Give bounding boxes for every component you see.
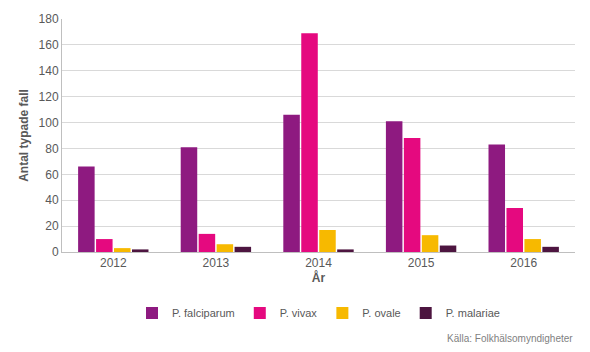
svg-text:160: 160 [39,38,59,52]
svg-text:P. malariae: P. malariae [446,307,500,319]
svg-text:P. vivax: P. vivax [280,307,318,319]
svg-text:2013: 2013 [203,256,230,270]
svg-text:2015: 2015 [408,256,435,270]
svg-text:0: 0 [52,245,59,259]
svg-text:180: 180 [39,12,59,26]
svg-text:60: 60 [45,168,59,182]
svg-text:100: 100 [39,116,59,130]
svg-text:P. ovale: P. ovale [362,307,400,319]
svg-text:20: 20 [45,219,59,233]
svg-text:120: 120 [39,90,59,104]
svg-text:Källa: Folkhälsomyndigheter: Källa: Folkhälsomyndigheter [447,333,573,344]
svg-text:80: 80 [45,142,59,156]
svg-text:2012: 2012 [100,256,127,270]
svg-text:40: 40 [45,193,59,207]
svg-text:Antal typade fall: Antal typade fall [17,89,31,182]
svg-text:2016: 2016 [510,256,537,270]
svg-text:P. falciparum: P. falciparum [172,307,235,319]
svg-text:År: År [312,270,326,285]
svg-text:2014: 2014 [305,256,332,270]
svg-text:140: 140 [39,64,59,78]
